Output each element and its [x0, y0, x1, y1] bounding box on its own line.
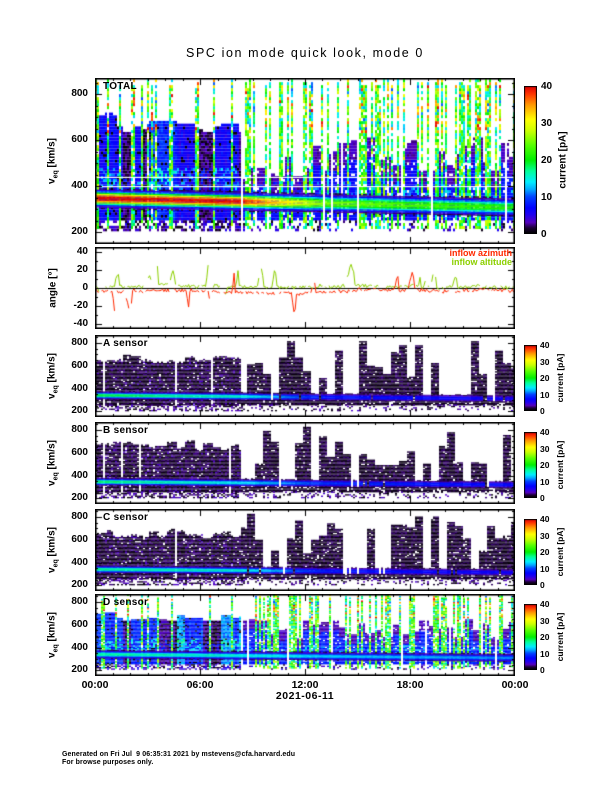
colorbar-tick-label: 30 [540, 356, 550, 367]
x-tick-label: 12:00 [291, 679, 319, 691]
colorbar-axis-label-c: current [pA] [555, 527, 565, 577]
panel-label-c: C sensor [103, 512, 149, 523]
colorbar-tick-label: 20 [540, 460, 550, 471]
y-axis-label-c: veq [km/s] [46, 527, 60, 573]
panel-label-total: TOTAL [103, 81, 137, 92]
colorbar-axis-label-d: current [pA] [555, 612, 565, 662]
y-tick-label: 800 [71, 423, 88, 435]
spectrogram-canvas-d [95, 594, 515, 676]
y-axis-label-d: veq [km/s] [46, 612, 60, 658]
panel-label-b: B sensor [103, 425, 149, 436]
colorbar-axis-label-b: current [pA] [555, 440, 565, 490]
colorbar-tick-label: 30 [540, 443, 550, 454]
spectrogram-canvas-a [95, 335, 515, 417]
spectrogram-canvas-b [95, 422, 515, 504]
y-tick-label: 200 [71, 664, 88, 676]
colorbar-tick-label: 0 [540, 406, 545, 417]
y-tick-label: 200 [71, 492, 88, 504]
colorbar-tick-label: 30 [540, 615, 550, 626]
y-tick-label: 200 [71, 405, 88, 417]
legend-inflow-altitude: inflow altitude [451, 257, 513, 267]
colorbar-tick-label: 40 [540, 599, 550, 610]
colorbar-tick-label: 40 [540, 427, 550, 438]
y-tick-label: 400 [71, 641, 88, 653]
colorbar-tick-label: 10 [540, 563, 550, 574]
colorbar-tick-label: 20 [541, 154, 553, 166]
colorbar-canvas-c [524, 519, 537, 585]
spectrogram-canvas-total [95, 78, 515, 244]
x-tick-label: 18:00 [396, 679, 424, 691]
y-axis-label-a: veq [km/s] [46, 353, 60, 399]
y-tick-label: 600 [71, 446, 88, 458]
colorbar-tick-label: 0 [540, 493, 545, 504]
y-tick-label: 400 [71, 180, 88, 192]
colorbar-tick-label: 30 [540, 530, 550, 541]
colorbar-canvas-b [524, 432, 537, 498]
y-tick-label: 400 [71, 556, 88, 568]
angle-plot-canvas-angle [95, 247, 515, 329]
legend-inflow-azimuth: inflow azimuth [449, 248, 513, 258]
y-tick-label: 600 [71, 533, 88, 545]
colorbar-tick-label: 10 [540, 389, 550, 400]
colorbar-tick-label: 0 [540, 665, 545, 676]
colorbar-canvas-d [524, 604, 537, 670]
y-tick-label: 600 [71, 359, 88, 371]
y-tick-label: 800 [71, 510, 88, 522]
y-tick-label: 40 [76, 245, 88, 257]
x-tick-label: 06:00 [186, 679, 214, 691]
footer-generated-line: Generated on Fri Jul 9 06:35:31 2021 by … [62, 751, 296, 758]
y-tick-label: 400 [71, 469, 88, 481]
y-tick-label: -20 [73, 300, 88, 312]
colorbar-tick-label: 40 [541, 80, 553, 92]
x-tick-label: 00:00 [81, 679, 109, 691]
x-axis-date-label: 2021-06-11 [275, 690, 335, 702]
colorbar-tick-label: 20 [540, 373, 550, 384]
y-tick-label: 800 [71, 88, 88, 100]
spectrogram-canvas-c [95, 509, 515, 591]
y-tick-label: 800 [71, 336, 88, 348]
y-tick-label: 400 [71, 382, 88, 394]
y-axis-label-angle: angle [°] [47, 268, 59, 308]
y-tick-label: 800 [71, 595, 88, 607]
colorbar-tick-label: 40 [540, 514, 550, 525]
colorbar-axis-label-total: current [pA] [557, 131, 569, 189]
colorbar-tick-label: 30 [541, 117, 553, 129]
colorbar-tick-label: 10 [540, 648, 550, 659]
x-tick-label: 00:00 [501, 679, 529, 691]
colorbar-tick-label: 10 [540, 476, 550, 487]
y-tick-label: 20 [76, 263, 88, 275]
footer-browse-line: For browse purposes only. [62, 759, 154, 766]
colorbar-tick-label: 10 [541, 191, 553, 203]
y-tick-label: 200 [71, 579, 88, 591]
colorbar-tick-label: 40 [540, 340, 550, 351]
y-tick-label: 600 [71, 618, 88, 630]
colorbar-canvas-total [524, 86, 537, 234]
colorbar-tick-label: 0 [541, 228, 547, 240]
colorbar-tick-label: 0 [540, 580, 545, 591]
panel-label-d: D sensor [103, 597, 149, 608]
colorbar-canvas-a [524, 345, 537, 411]
colorbar-axis-label-a: current [pA] [555, 353, 565, 403]
y-tick-label: 200 [71, 226, 88, 238]
colorbar-tick-label: 20 [540, 547, 550, 558]
y-axis-label-total: veq [km/s] [46, 138, 60, 184]
y-tick-label: -40 [73, 318, 88, 330]
y-axis-label-b: veq [km/s] [46, 440, 60, 486]
y-tick-label: 600 [71, 134, 88, 146]
colorbar-tick-label: 20 [540, 632, 550, 643]
chart-title: SPC ion mode quick look, mode 0 [186, 46, 424, 60]
y-tick-label: 0 [82, 282, 88, 293]
panel-label-a: A sensor [103, 338, 148, 349]
